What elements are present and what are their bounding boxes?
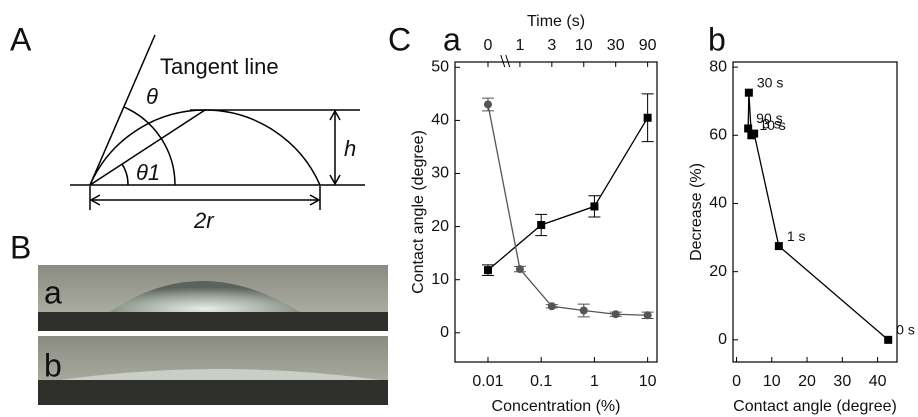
series-line xyxy=(487,117,649,271)
panel-label: A xyxy=(10,21,32,57)
point xyxy=(884,335,893,344)
drop-profile xyxy=(89,109,321,186)
x2-tick-label: 90 xyxy=(639,37,657,54)
x2-tick-label: 30 xyxy=(607,37,625,54)
x-tick-label: 30 xyxy=(833,373,851,390)
y-tick-label: 60 xyxy=(709,127,727,144)
panel-a xyxy=(70,34,365,210)
point xyxy=(611,310,620,319)
point-label: 3 s xyxy=(762,115,781,131)
x-tick-label: 20 xyxy=(798,373,816,390)
series-line xyxy=(487,104,648,316)
point-label: 0 s xyxy=(896,322,915,338)
plot-frame xyxy=(732,61,898,363)
theta-arc xyxy=(123,106,176,186)
point xyxy=(579,306,588,315)
droplet xyxy=(60,369,380,380)
y-tick-label: 20 xyxy=(709,263,727,280)
annotation: h xyxy=(344,136,356,161)
point xyxy=(643,311,652,320)
y-tick-label: 20 xyxy=(431,218,449,235)
plot-frame xyxy=(454,61,658,363)
point-label: 30 s xyxy=(757,74,783,90)
subpanel-label: a xyxy=(443,21,461,57)
point xyxy=(483,100,492,109)
point xyxy=(747,131,756,140)
y-tick-label: 0 xyxy=(440,324,449,341)
y-tick-label: 0 xyxy=(718,331,727,348)
point xyxy=(547,302,556,311)
point xyxy=(744,124,753,133)
point xyxy=(483,266,492,275)
x2-tick-label: 3 xyxy=(547,37,556,54)
x-tick-label: 1 xyxy=(590,373,599,390)
point-label: 10 s xyxy=(759,117,785,133)
theta1-line xyxy=(89,109,206,186)
annotation: 2r xyxy=(193,208,215,233)
annotation: Tangent line xyxy=(160,54,279,79)
y-tick-label: 30 xyxy=(431,165,449,182)
point xyxy=(744,88,753,97)
point xyxy=(515,265,524,274)
y-axis-label: Decrease (%) xyxy=(688,163,705,261)
y-tick-label: 40 xyxy=(431,112,449,129)
panel-label: B xyxy=(10,229,31,265)
substrate xyxy=(38,312,388,331)
point-label: 1 s xyxy=(787,228,806,244)
x-tick-label: 0.1 xyxy=(530,373,552,390)
point xyxy=(590,202,599,211)
x2-axis-label: Time (s) xyxy=(527,13,585,30)
axis-break xyxy=(500,54,511,68)
y-tick-label: 80 xyxy=(709,58,727,75)
h-arrow-heads xyxy=(329,109,341,186)
x-tick-label: 10 xyxy=(639,373,657,390)
tangent-line xyxy=(89,34,156,186)
x-axis-label: Contact angle (degree) xyxy=(733,398,897,415)
point xyxy=(537,221,546,230)
x2-tick-label: 0 xyxy=(484,37,493,54)
annotation: θ1 xyxy=(136,160,160,185)
annotation: θ xyxy=(146,84,158,109)
x-axis-label: Concentration (%) xyxy=(492,398,621,415)
photo-label: a xyxy=(44,274,62,310)
subpanel-label: b xyxy=(708,21,726,57)
theta1-arc xyxy=(121,163,129,186)
x-tick-label: 0 xyxy=(732,373,741,390)
point xyxy=(774,242,783,251)
y-axis-label: Contact angle (degree) xyxy=(410,130,427,294)
droplet xyxy=(110,281,300,312)
x-tick-label: 40 xyxy=(869,373,887,390)
y-tick-label: 10 xyxy=(431,271,449,288)
y-tick-label: 50 xyxy=(431,59,449,76)
x2-tick-label: 10 xyxy=(575,37,593,54)
panel-label: C xyxy=(388,21,411,57)
point xyxy=(643,113,652,122)
point-label: 90 s xyxy=(756,110,782,126)
substrate xyxy=(38,380,388,405)
photo-label: b xyxy=(44,347,62,383)
r-arrow-heads xyxy=(89,194,321,206)
x2-tick-label: 1 xyxy=(515,37,524,54)
x-tick-label: 10 xyxy=(763,373,781,390)
y-tick-label: 40 xyxy=(709,195,727,212)
x-tick-label: 0.01 xyxy=(472,373,503,390)
